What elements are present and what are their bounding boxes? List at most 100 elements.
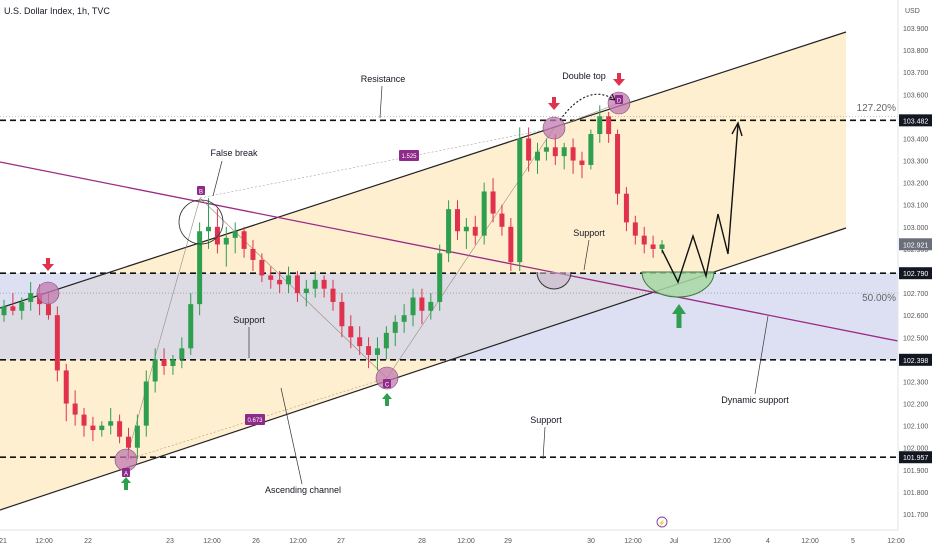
candle-body: [366, 346, 372, 355]
price-tick-22: 101.700: [903, 512, 928, 519]
annotation-leader-3: [583, 239, 590, 271]
bear-signal-arrow-3-head: [613, 79, 625, 86]
price-tick-14: 102.500: [903, 335, 928, 342]
price-label-4: 101.957: [903, 455, 928, 462]
time-tick-9: 12:00: [457, 538, 475, 545]
candle-body: [232, 231, 238, 238]
candle-body: [303, 288, 309, 294]
candle-body: [472, 226, 478, 236]
candle-body: [117, 421, 123, 437]
candle-body: [134, 425, 140, 448]
candle-body: [54, 315, 60, 371]
time-axis[interactable]: 21 12:00 22 23 12:00 26 12:00 27 28 12:00 29 30 12:0…: [0, 529, 932, 550]
pattern-badge-C: [383, 379, 391, 388]
candle-body: [188, 304, 194, 349]
annotation-support-3: Support: [573, 228, 605, 238]
candle-body: [446, 209, 452, 254]
candle-body: [28, 293, 34, 302]
candle-body: [72, 403, 78, 415]
candle-body: [1, 306, 7, 316]
price-tick-1: 103.800: [903, 48, 928, 55]
price-label-box-0: [899, 114, 932, 127]
candle-body: [641, 235, 647, 245]
bear-signal-arrow-2-head: [548, 103, 560, 110]
time-tick-2: 22: [84, 538, 92, 545]
projection-arrowhead: [731, 121, 743, 137]
annotation-false-break-2: False break: [210, 148, 258, 158]
candle-body: [606, 116, 612, 135]
candle-body: [312, 279, 318, 289]
time-axis-bg: [0, 530, 932, 550]
candle-body: [339, 301, 345, 327]
symbol-title: U.S. Dollar Index, 1h, TVC: [4, 6, 110, 16]
price-tick-6: 103.300: [903, 159, 928, 166]
candle-body: [383, 332, 389, 349]
price-tick-18: 102.100: [903, 424, 928, 431]
candle-body: [250, 248, 256, 260]
candle-body: [357, 337, 363, 347]
bull-signal-arrow-1-head: [121, 477, 131, 483]
time-tick-16: 12:00: [801, 538, 819, 545]
pattern-leg-0: [125, 197, 201, 461]
pattern-badge-A: [122, 468, 130, 477]
candle-body: [499, 213, 505, 227]
candle-body: [321, 279, 327, 289]
candle-body: [348, 326, 354, 338]
pattern-leg-2: [386, 127, 555, 379]
price-tick-0: 103.900: [903, 26, 928, 33]
annotation-leader-5: [280, 387, 303, 485]
pattern-leg-3: [553, 102, 620, 129]
candle-body: [535, 151, 541, 161]
candle-body: [161, 359, 167, 366]
bear-signal-arrow-1-stem: [46, 258, 50, 264]
price-label-3: 102.398: [903, 358, 928, 365]
pivot-marker-2: [375, 366, 399, 390]
candle-body: [517, 138, 523, 263]
candle-body: [214, 226, 220, 245]
candle-body: [561, 147, 567, 157]
time-tick-10: 29: [504, 538, 512, 545]
event-icon-glyph: ⚡: [658, 519, 665, 527]
price-axis[interactable]: 103.900103.800103.700103.600103.500103.4…: [897, 0, 932, 550]
time-tick-0: 21: [0, 538, 7, 545]
false-break-circle: [178, 199, 224, 245]
price-tick-5: 103.400: [903, 136, 928, 143]
candle-body: [579, 160, 585, 165]
channel-upper-line: [0, 31, 847, 309]
candle-body: [223, 237, 229, 245]
annotation-shapes: [36, 73, 743, 490]
annotation-support-6: Support: [530, 415, 562, 425]
candle-body: [277, 279, 283, 285]
ratio-box-0: [399, 150, 419, 161]
candle-body: [490, 191, 496, 214]
ascending-channel-fill: [0, 32, 846, 510]
candle-body: [632, 222, 638, 236]
annotation-support-4: Support: [233, 315, 265, 325]
candle-body: [294, 275, 300, 294]
price-tick-16: 102.300: [903, 379, 928, 386]
fib-label-127: 127.20%: [857, 103, 897, 114]
price-tick-9: 103.000: [903, 225, 928, 232]
pivot-marker-3: [542, 116, 566, 140]
candle-body: [543, 147, 549, 152]
ratio-value-0: 1.525: [401, 154, 417, 160]
support-half-circle: [536, 271, 572, 290]
candle-body: [481, 191, 487, 236]
time-tick-6: 12:00: [289, 538, 307, 545]
candle-body: [401, 315, 407, 322]
candle-body: [206, 226, 212, 232]
annotation-ascending-channel-5: Ascending channel: [265, 485, 341, 495]
candle-body: [392, 321, 398, 333]
time-tick-11: 30: [587, 538, 595, 545]
price-tick-10: 102.900: [903, 247, 928, 254]
time-tick-12: 12:00: [624, 538, 642, 545]
candle-body: [170, 359, 176, 366]
price-tick-7: 103.200: [903, 181, 928, 188]
candle-body: [125, 436, 131, 448]
price-tick-13: 102.600: [903, 313, 928, 320]
bull-signal-arrow-2-stem: [385, 399, 389, 406]
price-label-box-1: [899, 238, 932, 251]
price-tick-8: 103.100: [903, 203, 928, 210]
